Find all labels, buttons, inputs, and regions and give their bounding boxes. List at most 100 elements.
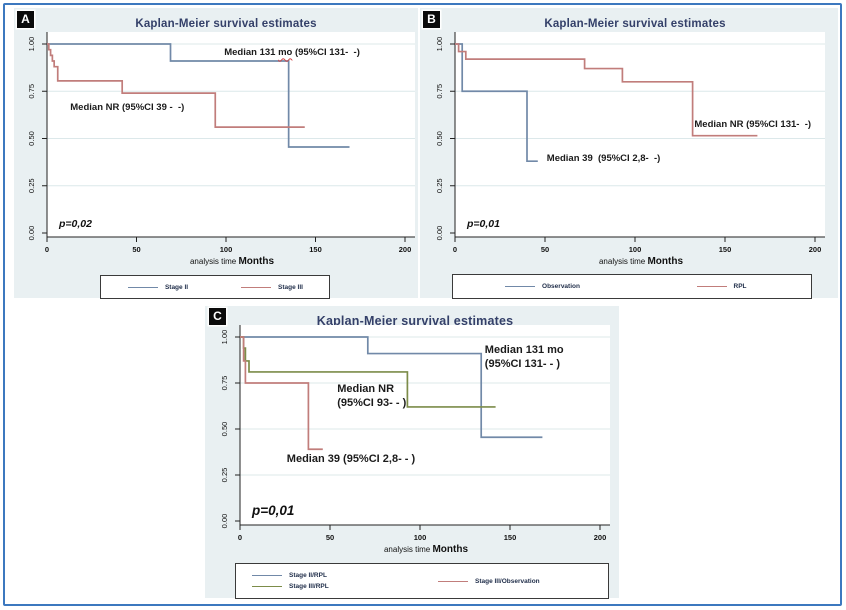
x-tick-label: 50 [326, 533, 334, 542]
legend-entry: Stage III/Observation [438, 578, 540, 585]
x-axis-title: analysis time Months [190, 256, 274, 267]
annotation-text: Median 39 (95%CI 2,8- -) [546, 153, 661, 165]
panel-label-a: A [17, 11, 34, 28]
legend-label: Stage II/RPL [289, 572, 327, 579]
y-tick-label: 1.00 [27, 37, 36, 52]
km-plot-b: 0.00 0.25 0.50 0.75 1.00 0 50 100 150 200 analysis… [435, 32, 825, 267]
p-value: p=0,01 [466, 218, 500, 230]
y-tick-label: 0.75 [27, 84, 36, 99]
y-tick-label: 0.50 [435, 131, 444, 146]
median-annotation: Median 131 mo (95%CI 131- - ) [485, 343, 564, 372]
y-tick-label: 0.50 [27, 131, 36, 146]
legend-line-swatch [505, 286, 536, 287]
x-tick-label: 0 [453, 245, 457, 254]
x-tick-label: 50 [132, 245, 140, 254]
annotation-text: Median NR (95%CI 131- -) [694, 119, 812, 131]
annotation-text: mo [278, 47, 293, 59]
km-curve [47, 43, 305, 129]
legend-label: Observation [542, 283, 580, 290]
median-annotation: Median NR (95%CI 131- -) [694, 119, 811, 131]
y-tick-label: 0.50 [220, 422, 229, 437]
p-value: p=0,02 [58, 218, 92, 230]
median-annotation: Median 39 (95%CI 2,8- - ) [287, 452, 415, 466]
legend-column: Stage III [215, 284, 329, 291]
legend-line-swatch [127, 286, 158, 288]
legend-line-swatch [241, 286, 272, 288]
x-axis-title: analysis time Months [384, 544, 468, 555]
median-annotation: Median NR (95%CI 39 - -) [70, 102, 184, 114]
legend-entry: Stage II/RPL [252, 572, 327, 579]
km-curve [240, 336, 323, 451]
legend: Stage II Stage III [100, 275, 330, 299]
km-curve [455, 43, 758, 137]
x-tick-label: 50 [541, 245, 549, 254]
panel-a: A Kaplan-Meier survival estimates 0.00 0.… [14, 8, 418, 299]
annotation-line: Median NR (95%CI 39 - -) [70, 102, 184, 114]
legend: Stage II/RPL Stage III/RPL Stage III/Obser… [235, 563, 609, 599]
annotation-line: Median 131 mo [485, 343, 564, 357]
median-annotation: Median 131 mo (95%CI 131- -) [224, 47, 360, 59]
legend-entry: Stage III/RPL [252, 583, 329, 590]
annotation-line: Median 39 (95%CI 2,8- -) [547, 153, 661, 165]
x-tick-label: 100 [414, 533, 427, 542]
legend-entry: Stage II [127, 284, 188, 291]
annotation-text: Median 131 [224, 47, 279, 59]
panel-label-c: C [209, 308, 226, 325]
legend-label: RPL [733, 283, 747, 290]
chart-title-c: Kaplan-Meier survival estimates [316, 314, 514, 328]
x-tick-label: 200 [594, 533, 607, 542]
x-axis-title: analysis time Months [599, 256, 683, 267]
legend-column: Stage II [101, 284, 215, 291]
y-tick-label: 0.75 [220, 376, 229, 391]
median-annotation: Median 39 (95%CI 2,8- -) [547, 153, 661, 165]
annotation-line: Median 131 mo (95%CI 131- -) [224, 47, 360, 59]
annotation-line: Median 39 (95%CI 2,8- - ) [287, 452, 415, 466]
legend-entry: Stage III [241, 284, 303, 291]
median-annotation: Median NR (95%CI 93- - ) [337, 382, 406, 411]
x-tick-label: 0 [238, 533, 242, 542]
legend-line-swatch [438, 580, 468, 582]
legend-label: Stage III [278, 283, 303, 291]
y-tick-label: 0.75 [435, 84, 444, 99]
annotation-line: Median NR [337, 382, 406, 396]
y-tick-label: 0.00 [220, 514, 229, 529]
legend-line-swatch [252, 575, 282, 576]
legend-entry: Observation [505, 283, 580, 290]
annotation-text: Median 39 (95%CI 2,8- - ) [286, 453, 416, 466]
x-tick-label: 100 [220, 245, 233, 254]
plot-area [240, 325, 610, 525]
annotation-line: (95%CI 93- - ) [337, 396, 406, 410]
legend: Observation RPL [452, 274, 812, 299]
km-plot-c: 0.00 0.25 0.50 0.75 1.00 0 50 100 150 200 analysis… [220, 325, 610, 555]
km-curve [47, 43, 350, 148]
annotation-text: (95%CI 131- - ) [484, 358, 560, 371]
p-value: p=0,01 [251, 503, 294, 518]
y-tick-label: 0.25 [220, 468, 229, 483]
x-tick-label: 150 [719, 245, 732, 254]
legend-column: RPL [632, 283, 811, 290]
x-tick-label: 200 [399, 245, 412, 254]
annotation-text: (95%CI 93- - ) [337, 396, 407, 409]
chart-title-a: Kaplan-Meier survival estimates [135, 18, 317, 30]
x-tick-label: 0 [45, 245, 49, 254]
legend-label: Stage III/Observation [475, 577, 540, 585]
y-tick-label: 0.25 [27, 178, 36, 193]
legend-line-swatch [252, 586, 282, 587]
x-tick-label: 150 [504, 533, 517, 542]
y-tick-label: 0.00 [435, 226, 444, 241]
legend-line-swatch [696, 286, 727, 287]
annotation-text: Median NR (95%CI 39 - -) [70, 102, 185, 114]
y-tick-label: 0.25 [435, 178, 444, 193]
x-tick-label: 200 [809, 245, 822, 254]
km-plot-a: 0.00 0.25 0.50 0.75 1.00 0 50 100 150 200 analysis… [27, 32, 415, 267]
panel-label-b: B [423, 11, 440, 28]
km-curve [455, 43, 538, 163]
legend-entry: RPL [696, 283, 747, 290]
km-curve [240, 336, 543, 439]
y-tick-label: 0.00 [27, 226, 36, 241]
x-tick-label: 100 [629, 245, 642, 254]
y-tick-label: 1.00 [220, 330, 229, 345]
annotation-line: (95%CI 131- - ) [485, 357, 564, 371]
chart-title-b: Kaplan-Meier survival estimates [544, 18, 726, 30]
